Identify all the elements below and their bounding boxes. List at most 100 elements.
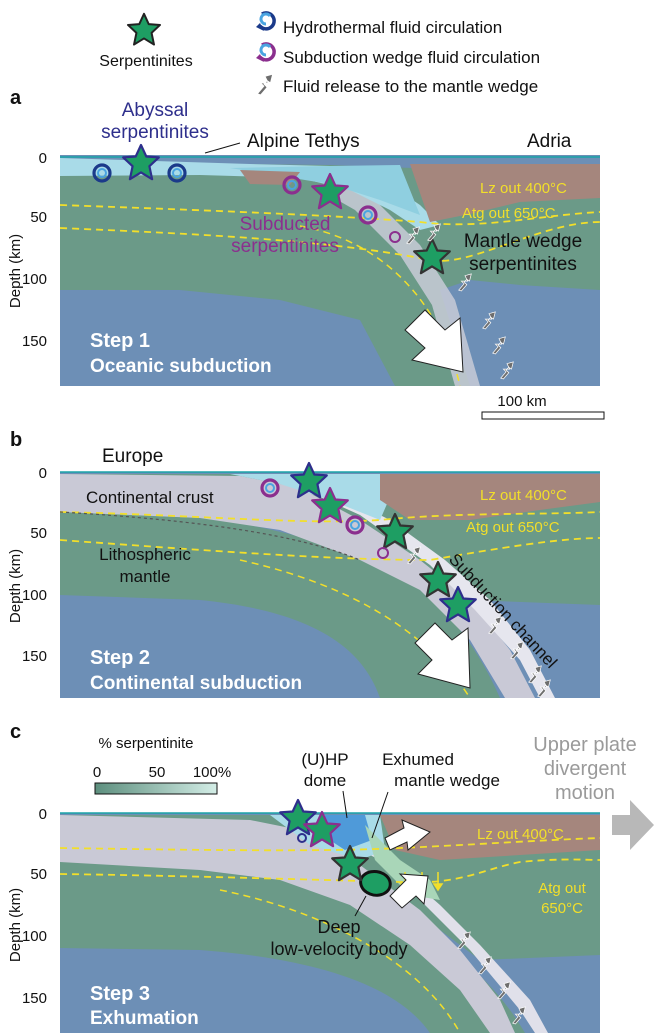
legend: Serpentinites Hydrothermal fluid circula…	[99, 11, 540, 96]
continental-crust-label: Continental crust	[86, 488, 214, 507]
panel-c-step: Step 3	[90, 983, 150, 1005]
panel-b: b Depth (km) 0 50 100 150 Europe Contine…	[7, 429, 601, 699]
panel-b-step: Step 2	[90, 647, 150, 669]
panel-a-ylabel: Depth (km)	[7, 234, 24, 308]
panel-a-tick-150: 150	[22, 333, 47, 350]
alpine-tethys-label: Alpine Tethys	[247, 131, 360, 152]
deep-body-label-line2: low-velocity body	[270, 939, 407, 959]
panel-a-tick-0: 0	[39, 150, 47, 167]
panel-c-step-name: Exhumation	[90, 1008, 199, 1029]
colorbar	[94, 782, 218, 795]
lithospheric-label-line1: Lithospheric	[99, 545, 191, 564]
ocean-remnant	[230, 474, 400, 520]
panel-c-atg-label-line2: 650°C	[541, 900, 583, 917]
europe-label: Europe	[102, 446, 163, 467]
panel-a-tick-100: 100	[22, 271, 47, 288]
low-velocity-body	[359, 870, 392, 897]
panel-c: c % serpentinite 0 50 100%	[7, 721, 654, 1033]
isotherm-lz	[59, 511, 601, 523]
panel-b-tick-100: 100	[22, 587, 47, 604]
exhumed-label-line2: mantle wedge	[394, 771, 500, 790]
panel-c-ylabel: Depth (km)	[7, 888, 24, 962]
accretionary-wedge	[230, 165, 420, 215]
colorbar-tick-100: 100%	[193, 764, 231, 781]
panel-c-tick-150: 150	[22, 990, 47, 1007]
deep-body-pointer	[354, 895, 367, 917]
panel-a-step-name: Oceanic subduction	[90, 356, 272, 377]
panel-b-ylabel: Depth (km)	[7, 549, 24, 623]
abyssal-label-line2: serpentinites	[101, 122, 209, 143]
panel-c-lz-label: Lz out 400°C	[477, 826, 564, 843]
panel-b-atg-label: Atg out 650°C	[466, 519, 560, 536]
uhp-label-line1: (U)HP	[301, 750, 348, 769]
fluid-release-arrow-icon	[256, 73, 274, 96]
panel-b-tick-150: 150	[22, 648, 47, 665]
divergent-motion-arrow	[612, 800, 654, 850]
wedge-circulation-icons	[297, 833, 307, 843]
panel-c-tick-50: 50	[30, 866, 47, 883]
exhumed-label-line1: Exhumed	[382, 750, 454, 769]
isotherm-atg	[59, 221, 601, 262]
exhumation-arrow	[384, 819, 431, 851]
upper-plate-label-line3: motion	[555, 782, 615, 804]
moho	[59, 511, 361, 561]
colorbar-tick-0: 0	[93, 764, 101, 781]
panel-b-step-name: Continental subduction	[90, 673, 302, 694]
deep-body-label-line1: Deep	[317, 917, 360, 937]
panel-b-axis: Depth (km) 0 50 100 150	[7, 465, 47, 665]
subduction-direction-arrow	[404, 309, 464, 373]
subducted-label-line1: Subducted	[240, 214, 331, 235]
legend-fluid-release-label: Fluid release to the mantle wedge	[283, 77, 538, 96]
upper-plate-label-line2: divergent	[544, 758, 627, 780]
abyssal-label-line1: Abyssal	[122, 100, 189, 121]
adria-crust	[410, 164, 600, 222]
legend-serpentinites-label: Serpentinites	[99, 53, 192, 70]
panel-b-lz-label: Lz out 400°C	[480, 487, 567, 504]
scale-bar	[481, 411, 605, 420]
panel-a-tick-50: 50	[30, 209, 47, 226]
panel-c-tick-0: 0	[39, 806, 47, 823]
panel-c-axis: Depth (km) 0 50 100 150	[7, 806, 47, 1007]
adria-crust	[380, 474, 600, 520]
isotherm-slab	[219, 889, 461, 1033]
colorbar-tick-50: 50	[149, 764, 166, 781]
panel-a: a Depth (km) 0 50 100 150 Abyssal serpen…	[7, 87, 605, 420]
alpine-pointer	[204, 142, 241, 154]
mantle-lithosphere	[60, 162, 600, 386]
panel-c-tick-100: 100	[22, 928, 47, 945]
scale-bar-label: 100 km	[497, 393, 546, 410]
adria-label: Adria	[527, 131, 572, 152]
subducted-label-line2: serpentinites	[231, 236, 339, 257]
exhumed-pointer	[371, 791, 389, 839]
panel-b-tick-50: 50	[30, 525, 47, 542]
panel-a-letter: a	[10, 87, 22, 109]
hydrothermal-circulation-icon	[256, 11, 276, 31]
isotherm-lz	[59, 204, 601, 226]
uhp-pointer	[342, 790, 348, 819]
serpentinite-star-icon	[126, 12, 162, 46]
uhp-label-line2: dome	[304, 771, 347, 790]
legend-subduction-wedge-label: Subduction wedge fluid circulation	[283, 48, 540, 67]
panel-a-axis: Depth (km) 0 50 100 150	[7, 150, 47, 350]
panel-a-lz-label: Lz out 400°C	[480, 180, 567, 197]
panel-a-step: Step 1	[90, 330, 150, 352]
panel-b-letter: b	[10, 429, 22, 451]
lithospheric-label-line2: mantle	[119, 567, 170, 586]
mantle-wedge-label-line1: Mantle wedge	[464, 231, 582, 252]
hydrothermal-circulation-icons	[92, 163, 187, 183]
adria-crust	[380, 815, 600, 860]
colorbar-title: % serpentinite	[98, 735, 193, 752]
mantle-wedge-label-line2: serpentinites	[469, 254, 577, 275]
subduction-channel	[300, 488, 555, 698]
wedge-circulation-icons	[282, 175, 401, 243]
continental-crust	[60, 815, 515, 1033]
panel-a-atg-label: Atg out 650°C	[462, 205, 556, 222]
isotherm-lz	[59, 837, 601, 852]
exhumation-arrow	[389, 873, 429, 909]
panel-c-letter: c	[10, 721, 21, 743]
upper-plate-label-line1: Upper plate	[533, 734, 636, 756]
panel-c-atg-label-line1: Atg out	[538, 880, 586, 897]
lithospheric-mantle	[60, 505, 500, 698]
isotherm-atg	[59, 537, 601, 561]
